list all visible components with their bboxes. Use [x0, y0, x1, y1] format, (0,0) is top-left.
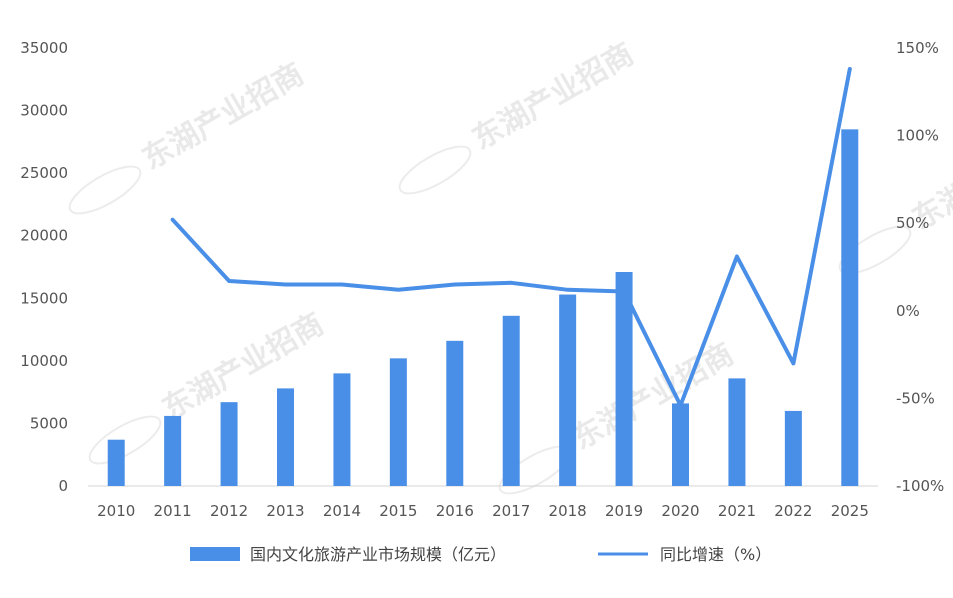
bar: [389, 358, 407, 486]
left-tick-label: 35000: [20, 39, 68, 57]
x-tick-label: 2017: [492, 502, 530, 520]
bar: [107, 439, 125, 486]
x-tick-label: 2011: [154, 502, 192, 520]
x-tick-label: 2015: [379, 502, 417, 520]
right-tick-label: 50%: [896, 214, 929, 232]
bar: [672, 403, 689, 486]
bar: [841, 129, 859, 487]
x-tick-label: 2020: [661, 502, 699, 520]
watermark-logo: [68, 165, 142, 215]
right-tick-label: -50%: [896, 389, 935, 407]
x-tick-label: 2016: [436, 502, 474, 520]
x-tick-label: 2010: [97, 502, 135, 520]
bar: [615, 272, 633, 486]
legend-bar-swatch: [190, 547, 240, 561]
right-tick-label: 0%: [896, 302, 920, 320]
x-tick-label: 2022: [774, 502, 812, 520]
x-tick-label: 2021: [718, 502, 756, 520]
x-axis: 2010 2011 2012 2013 2014 2015 2016 2017 2018 2019…: [97, 502, 869, 520]
x-tick-label: 2019: [605, 502, 643, 520]
watermark-logo: [88, 415, 162, 465]
bar: [164, 415, 182, 486]
bar-series: [107, 129, 859, 487]
left-tick-label: 15000: [20, 289, 68, 307]
legend-bar-label: 国内文化旅游产业市场规模（亿元）: [250, 545, 506, 564]
left-tick-label: 0: [58, 477, 68, 495]
bar: [446, 340, 464, 486]
watermark-text: 东湖产业招商: [157, 307, 330, 427]
left-tick-label: 30000: [20, 102, 68, 120]
x-tick-label: 2018: [549, 502, 587, 520]
right-tick-label: 100%: [896, 127, 939, 145]
watermark-text: 东湖产业招商: [467, 37, 640, 157]
x-tick-label: 2012: [210, 502, 248, 520]
watermark-logo: [398, 145, 472, 195]
legend-line-label: 同比增速（%）: [660, 545, 771, 564]
right-tick-label: 150%: [896, 39, 939, 57]
x-tick-label: 2014: [323, 502, 361, 520]
legend: 国内文化旅游产业市场规模（亿元） 同比增速（%）: [190, 545, 771, 564]
x-tick-label: 2025: [831, 502, 869, 520]
bar: [333, 373, 351, 486]
bar: [502, 315, 520, 486]
bar: [220, 402, 238, 486]
bar: [728, 378, 746, 486]
x-tick-label: 2013: [266, 502, 304, 520]
bar: [277, 388, 294, 486]
left-axis: 0 5000 10000 15000 20000 25000 30000 35000: [20, 39, 68, 495]
bar: [784, 410, 802, 486]
line-series: [170, 67, 852, 408]
watermark-logo: [838, 225, 912, 275]
left-tick-label: 20000: [20, 227, 68, 245]
right-tick-label: -100%: [896, 477, 944, 495]
left-tick-label: 10000: [20, 352, 68, 370]
left-tick-label: 5000: [30, 414, 68, 432]
left-tick-label: 25000: [20, 164, 68, 182]
right-axis: -100% -50% 0% 50% 100% 150%: [896, 39, 944, 495]
bar: [559, 294, 577, 486]
watermark-text: 东湖产业招商: [137, 57, 310, 177]
